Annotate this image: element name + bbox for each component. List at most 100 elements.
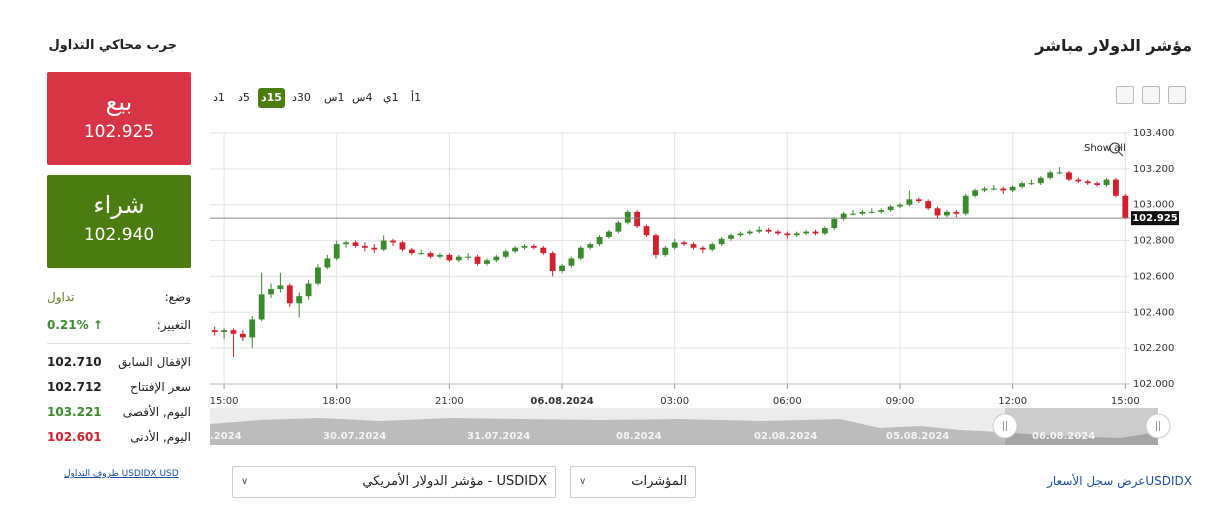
candle-body (343, 242, 350, 245)
stat-row: سعر الإفتتاح 102.712 (47, 380, 191, 394)
candle-body (371, 247, 378, 250)
navigator-handle[interactable] (992, 413, 1018, 439)
candle-body (934, 208, 941, 216)
candle-body (831, 219, 838, 229)
candle-body (239, 333, 246, 338)
conditions-link[interactable]: USDIDX USD ظروف التداول (64, 469, 179, 479)
area-chart-icon[interactable] (1168, 86, 1186, 104)
x-tick-label: 06.08.2024 (530, 396, 593, 407)
candle-body (728, 235, 734, 239)
candle-body (803, 231, 810, 234)
candle-body (305, 283, 312, 297)
x-tick-label: 18:00 (322, 396, 351, 407)
navigator-handle[interactable] (1145, 413, 1171, 439)
candle-body (775, 231, 781, 234)
timeframe-button[interactable]: 4س (352, 91, 373, 104)
trial-title: جرب محاكي التداول (48, 38, 177, 53)
candle-body (840, 213, 847, 220)
candle-body (671, 242, 678, 248)
instrument-select[interactable]: USDIDX - مؤشر الدولار الأمريكي ∨ (232, 466, 556, 498)
candle-body (887, 206, 894, 211)
candle-body (493, 256, 500, 261)
y-tick-label: 103.200 (1133, 164, 1174, 175)
buy-button[interactable]: شراء 102.940 (47, 175, 191, 268)
y-tick-label: 102.000 (1133, 379, 1174, 390)
candle-body (474, 256, 481, 264)
stat-label: اليوم, الأدنى (130, 430, 191, 444)
candle-body (1066, 172, 1072, 180)
candle-chart-icon[interactable] (1142, 86, 1160, 104)
candle-body (596, 236, 603, 245)
candle-body (568, 258, 575, 266)
candle-body (915, 199, 922, 202)
x-tick-label: 09:00 (886, 396, 915, 407)
candle-body (324, 258, 331, 268)
timeframe-button[interactable]: 5د (238, 91, 250, 104)
zoom-icon (1118, 151, 1124, 157)
y-tick-label: 102.800 (1133, 236, 1174, 247)
timeframe-button[interactable]: 30د (292, 91, 311, 104)
timeframe-button[interactable]: 1ي (383, 91, 399, 104)
stat-label: اليوم, الأقصى (122, 405, 191, 419)
y-tick-label: 103.000 (1133, 200, 1174, 211)
candle-body (390, 240, 396, 243)
stat-row: الإقفال السابق 102.710 (47, 355, 191, 369)
candle-body (465, 256, 472, 258)
category-select-text: المؤشرات (631, 474, 687, 489)
status-row: وضع: تداول (47, 290, 191, 304)
up-arrow: ↑ (92, 318, 103, 332)
separator (47, 343, 191, 344)
sell-button[interactable]: بيع 102.925 (47, 72, 191, 165)
price-label-bg (1131, 211, 1179, 226)
instrument-select-text: USDIDX - مؤشر الدولار الأمريكي (362, 474, 547, 489)
candle-body (1047, 172, 1054, 178)
stat-value: 102.601 (47, 430, 102, 444)
show-all-button[interactable]: Show all (1084, 143, 1126, 154)
change-row: التغيير: 0.21% ↑ (47, 318, 191, 332)
candle-body (765, 229, 772, 232)
candle-body (1113, 179, 1119, 196)
candle-body (277, 285, 284, 289)
candle-body (718, 238, 725, 245)
x-tick-label: 15:00 (1111, 396, 1140, 407)
page-title: مؤشر الدولار مباشر (1035, 36, 1192, 55)
candle-body (606, 231, 612, 237)
candle-body (1103, 179, 1110, 185)
timeframe-button[interactable]: 1س (324, 91, 345, 104)
candle-body (512, 247, 519, 252)
candle-body (1028, 183, 1035, 185)
zoom-icon (1109, 142, 1121, 154)
candle-body (1056, 172, 1063, 174)
x-tick-label: 06:00 (773, 396, 802, 407)
x-tick-label: 03:00 (660, 396, 689, 407)
stat-label: سعر الإفتتاح (130, 380, 191, 394)
timeframe-button[interactable]: 15د (258, 88, 285, 108)
candle-body (521, 245, 528, 248)
candle-body (709, 244, 716, 250)
stat-value: 103.221 (47, 405, 102, 419)
timeframe-button[interactable]: 1د (213, 91, 225, 104)
candle-body (446, 254, 453, 261)
candle-body (962, 195, 969, 214)
line-chart-icon[interactable] (1116, 86, 1134, 104)
candle-body (653, 235, 659, 255)
candle-body (878, 210, 885, 212)
category-select[interactable]: المؤشرات ∨ (570, 466, 696, 498)
candle-body (1075, 179, 1082, 182)
x-tick-label: 12:00 (998, 396, 1027, 407)
candle-body (211, 330, 218, 333)
candle-body (1019, 183, 1025, 187)
navigator-label: 08.2024 (616, 431, 662, 442)
candle-body (624, 211, 631, 223)
candle-body (746, 231, 753, 234)
candle-body (690, 244, 697, 248)
timeframe-button[interactable]: 1أ (411, 91, 422, 104)
navigator-label: 30.07.2024 (323, 431, 386, 442)
candle-body (925, 201, 932, 209)
candle-body (699, 247, 706, 250)
candle-body (587, 244, 594, 248)
history-link[interactable]: USDIDXعرض سجل الأسعار (1047, 474, 1192, 488)
candle-body (981, 188, 988, 191)
change-value: 0.21% (47, 318, 89, 332)
